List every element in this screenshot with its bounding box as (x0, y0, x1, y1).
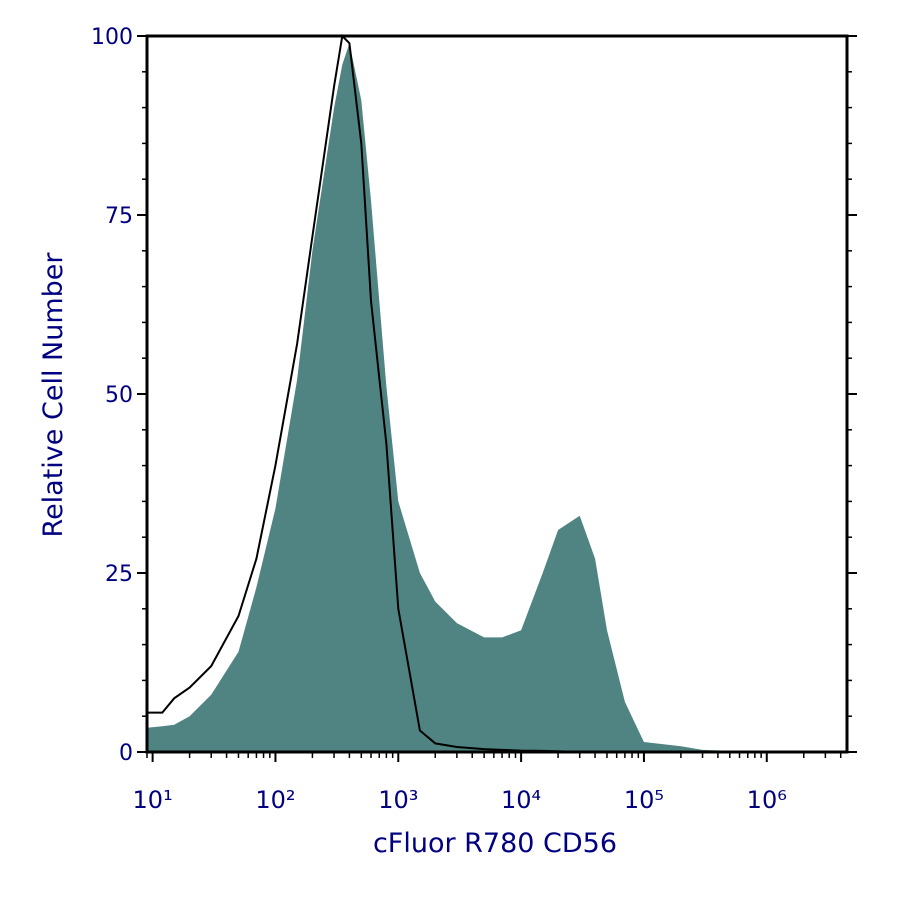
x-tick-label: 10⁶ (747, 786, 787, 814)
x-tick-label: 10¹ (133, 786, 173, 814)
x-tick-label: 10⁵ (624, 786, 664, 814)
x-tick-label: 10⁴ (501, 786, 541, 814)
y-tick-label: 50 (105, 383, 133, 408)
x-axis-label: cFluor R780 CD56 (373, 828, 617, 859)
histogram-area (147, 43, 847, 752)
x-tick-label: 10² (255, 786, 295, 814)
x-tick-label: 10³ (378, 786, 418, 814)
y-tick-label: 25 (105, 562, 133, 587)
y-axis-label: Relative Cell Number (38, 252, 69, 538)
y-tick-label: 100 (91, 25, 133, 50)
y-tick-label: 0 (119, 741, 133, 766)
y-tick-label: 75 (105, 204, 133, 229)
